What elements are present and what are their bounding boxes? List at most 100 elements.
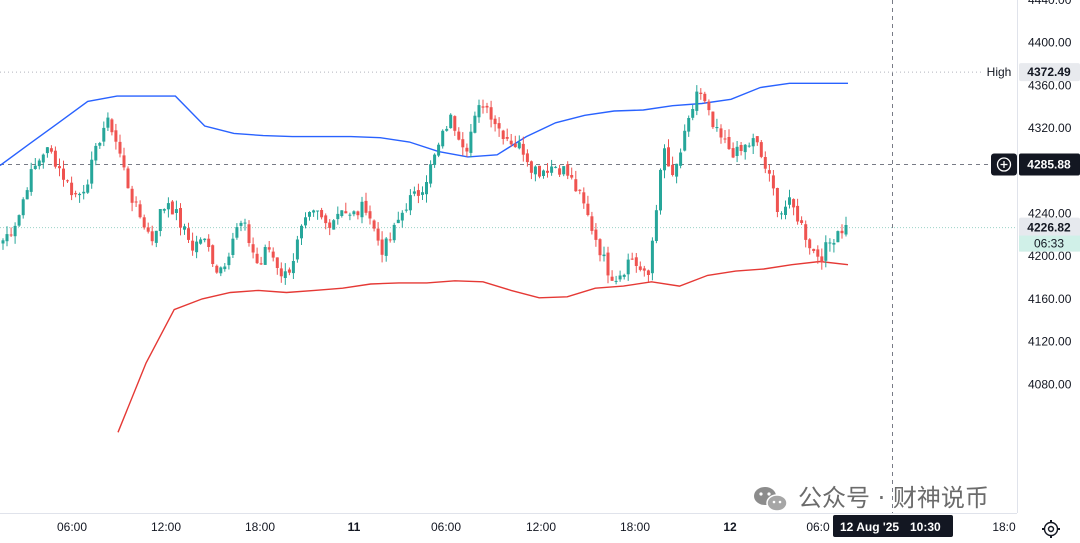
candle-body (179, 208, 182, 228)
candle-body (586, 203, 590, 215)
candle-body (574, 179, 578, 192)
candle-body (642, 268, 646, 271)
candle-body (751, 138, 755, 147)
plus-circle-icon[interactable] (991, 153, 1017, 176)
candle-body (267, 247, 271, 250)
candle-body (287, 269, 291, 273)
candle-body (493, 118, 497, 125)
candle-body (138, 204, 142, 218)
y-tick-label: 4400.00 (1028, 36, 1072, 50)
candle-body (570, 175, 574, 178)
candle-body (731, 148, 735, 158)
candle-body (255, 253, 259, 264)
band-lines (0, 82, 849, 433)
candle-body (53, 150, 57, 167)
candle-body (473, 115, 477, 133)
candle-body (275, 257, 279, 268)
candle-body (126, 168, 130, 189)
candle-body (122, 155, 126, 168)
candle-body (840, 230, 844, 234)
candle-body (614, 280, 618, 282)
candle-body (606, 252, 610, 276)
candle-body (602, 254, 606, 257)
candle-body (836, 231, 840, 243)
candle-body (433, 154, 437, 165)
candles (1, 85, 848, 285)
candle-body (679, 152, 683, 166)
candle-body (312, 210, 316, 213)
candle-body (441, 130, 445, 147)
price-axis[interactable]: 4080.004120.004160.004200.004240.004280.… (1028, 0, 1072, 391)
candle-body (154, 230, 158, 243)
x-tick-label: 06:00 (57, 520, 87, 534)
candle-body (703, 93, 707, 102)
candle-body (792, 199, 796, 208)
candle-body (356, 211, 360, 216)
candle-body (295, 239, 299, 260)
candle-body (187, 228, 190, 240)
candle-body (227, 256, 231, 266)
candle-body (784, 206, 787, 215)
candle-body (663, 148, 666, 171)
candle-body (546, 170, 549, 173)
candle-body (804, 224, 808, 240)
watermark-text: 公众号 · 财神说币 (798, 484, 989, 512)
candle-body (37, 160, 41, 167)
crosshair-price-label[interactable]: 4285.88 (991, 153, 1080, 176)
candle-body (283, 271, 287, 278)
x-tick-label: 12 (723, 520, 737, 534)
candle-body (332, 220, 336, 230)
gear-icon[interactable] (1042, 520, 1060, 538)
candle-body (134, 201, 138, 203)
candle-body (497, 123, 501, 129)
candle-body (344, 211, 348, 214)
candle-body (392, 224, 396, 241)
candle-body (501, 130, 505, 139)
candle-body (199, 239, 203, 244)
candle-body (695, 91, 699, 111)
candle-body (191, 240, 195, 251)
candle-body (13, 225, 17, 237)
candle-body (566, 164, 570, 176)
candle-body (525, 153, 529, 163)
x-tick-label: 06:00 (431, 520, 461, 534)
high-price-value: 4372.49 (1027, 65, 1071, 79)
candle-body (291, 261, 295, 274)
candle-body (396, 219, 400, 224)
candle-body (110, 119, 114, 133)
candle-body (477, 105, 481, 118)
candle-body (618, 275, 622, 280)
candle-body (304, 217, 307, 226)
candle-body (320, 210, 324, 218)
candle-body (380, 239, 384, 255)
candle-body (207, 238, 211, 247)
high-label: High (987, 65, 1012, 79)
candle-body (102, 127, 106, 142)
candle-body (29, 169, 33, 192)
candle-body (170, 201, 174, 215)
candle-body (98, 143, 102, 146)
candle-body (203, 238, 207, 241)
candle-body (324, 215, 328, 224)
candle-body (90, 159, 94, 184)
candle-body (74, 193, 78, 195)
candle-body (529, 161, 533, 173)
candle-body (469, 131, 473, 153)
candle-body (408, 195, 412, 211)
candle-body (33, 165, 37, 169)
candle-body (562, 166, 566, 175)
candle-body (719, 128, 723, 138)
candle-body (844, 225, 848, 235)
candle-body (630, 258, 634, 260)
candle-body (259, 263, 263, 265)
y-tick-label: 4360.00 (1028, 78, 1072, 92)
candle-body (336, 213, 340, 220)
candle-body (118, 141, 122, 154)
candle-body (767, 170, 771, 174)
candle-body (388, 239, 392, 241)
candle-body (174, 209, 178, 213)
y-tick-label: 4440.00 (1028, 0, 1072, 7)
candle-body (376, 228, 380, 241)
time-axis[interactable]: 06:00 12:00 18:00 11 06:00 12:00 18:00 12 06:0 18… (57, 520, 1016, 534)
